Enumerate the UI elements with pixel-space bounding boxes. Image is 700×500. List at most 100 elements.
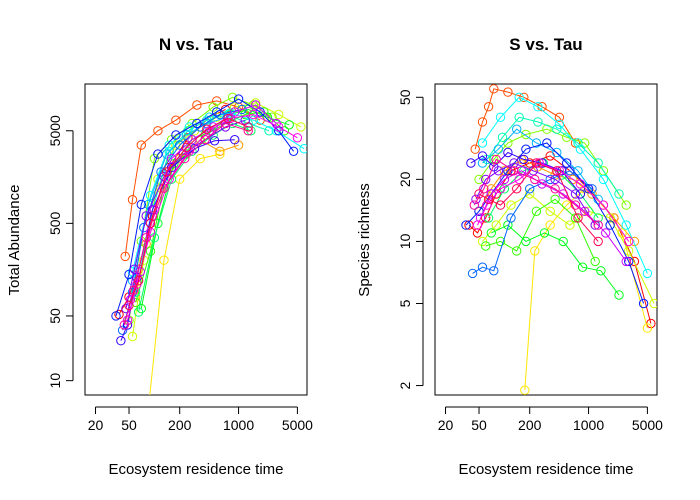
data-point [503, 147, 513, 158]
data-point [486, 189, 496, 199]
data-point [136, 140, 147, 150]
data-point [495, 236, 506, 247]
data-point [533, 117, 543, 127]
data-point [596, 266, 606, 276]
data-point [461, 220, 471, 230]
data-point [230, 135, 240, 145]
data-point [552, 147, 562, 158]
data-point [202, 124, 212, 134]
y-tick-label: 5 [397, 299, 413, 307]
data-point [533, 102, 543, 112]
data-point [481, 241, 491, 251]
data-point [512, 184, 522, 194]
data-point [230, 107, 240, 117]
plot-frame [84, 83, 308, 396]
data-point [233, 94, 244, 104]
data-point [124, 300, 134, 311]
data-point [120, 251, 130, 262]
data-point [489, 154, 499, 165]
data-point [621, 200, 631, 210]
data-point [486, 228, 496, 238]
y-tick-label: 2 [397, 381, 413, 389]
data-point [550, 184, 560, 194]
data-point [649, 298, 657, 309]
data-point [200, 135, 210, 145]
data-point [558, 236, 568, 247]
data-point [590, 256, 600, 267]
data-point [534, 158, 544, 168]
data-point [181, 142, 192, 153]
series-line-4 [524, 188, 648, 391]
data-point [136, 199, 147, 210]
data-point [509, 166, 519, 176]
data-point [573, 138, 583, 148]
data-point [477, 262, 488, 272]
y-axis-label: Total Abundance [6, 185, 23, 296]
data-point [525, 184, 535, 194]
data-point [187, 135, 197, 145]
data-point [554, 166, 565, 176]
plot-area [461, 84, 657, 395]
data-point [145, 218, 156, 229]
data-point [537, 179, 547, 189]
y-tick-label: 50 [47, 308, 63, 324]
chart-panel-s-vs-tau: S vs. Tau 20 50 200 1000 5000 2 5 10 20 50 Ecosy… [356, 35, 663, 478]
data-point [493, 144, 504, 154]
data-point [530, 246, 540, 256]
data-point [550, 174, 560, 185]
data-point [570, 189, 581, 199]
data-point [470, 144, 480, 154]
data-point [171, 115, 181, 125]
data-point [575, 144, 586, 154]
data-point [601, 228, 611, 238]
data-point [617, 228, 627, 238]
data-point [580, 206, 590, 217]
data-point [519, 154, 529, 165]
series-line-10 [135, 113, 270, 293]
data-point [212, 107, 222, 117]
series-line-7 [485, 198, 596, 262]
x-tick-label: 1000 [223, 417, 254, 433]
data-point [583, 184, 594, 194]
data-point [483, 194, 494, 205]
data-point [144, 404, 152, 412]
data-point [153, 149, 163, 159]
data-point [135, 267, 146, 277]
data-point [605, 220, 615, 230]
x-axis: 20 50 200 1000 5000 [438, 406, 663, 433]
y-axis-label: Species richness [356, 183, 373, 296]
data-point [570, 138, 581, 148]
data-point [117, 325, 128, 335]
data-point [192, 118, 202, 129]
data-point [180, 153, 190, 164]
data-point [575, 189, 586, 199]
data-point [539, 228, 550, 238]
data-point [483, 102, 494, 112]
data-point [477, 151, 488, 161]
data-point [531, 158, 542, 168]
data-point [587, 184, 597, 194]
y-axis: 2 5 10 20 50 [397, 89, 424, 389]
data-point [227, 92, 238, 103]
data-point [171, 130, 181, 140]
x-axis-label: Ecosystem residence time [458, 461, 633, 478]
data-point [495, 200, 506, 210]
data-point [530, 174, 540, 185]
data-point [162, 167, 172, 177]
data-point [184, 122, 195, 132]
data-point [248, 109, 259, 120]
data-point [479, 184, 489, 194]
data-point [471, 194, 481, 205]
data-point [598, 200, 609, 210]
data-point [598, 174, 609, 185]
data-point [133, 276, 144, 286]
series-line-8 [491, 224, 620, 296]
data-point [111, 311, 121, 321]
data-point [545, 206, 555, 217]
data-point [642, 323, 653, 333]
chart-panel-n-vs-tau: N vs. Tau 20 50 200 1000 5000 10 50 500 5000 Ec… [6, 35, 313, 478]
x-tick-label: 5000 [632, 417, 663, 433]
series-line-5 [482, 193, 655, 304]
data-point [512, 246, 522, 256]
data-point [288, 146, 299, 157]
